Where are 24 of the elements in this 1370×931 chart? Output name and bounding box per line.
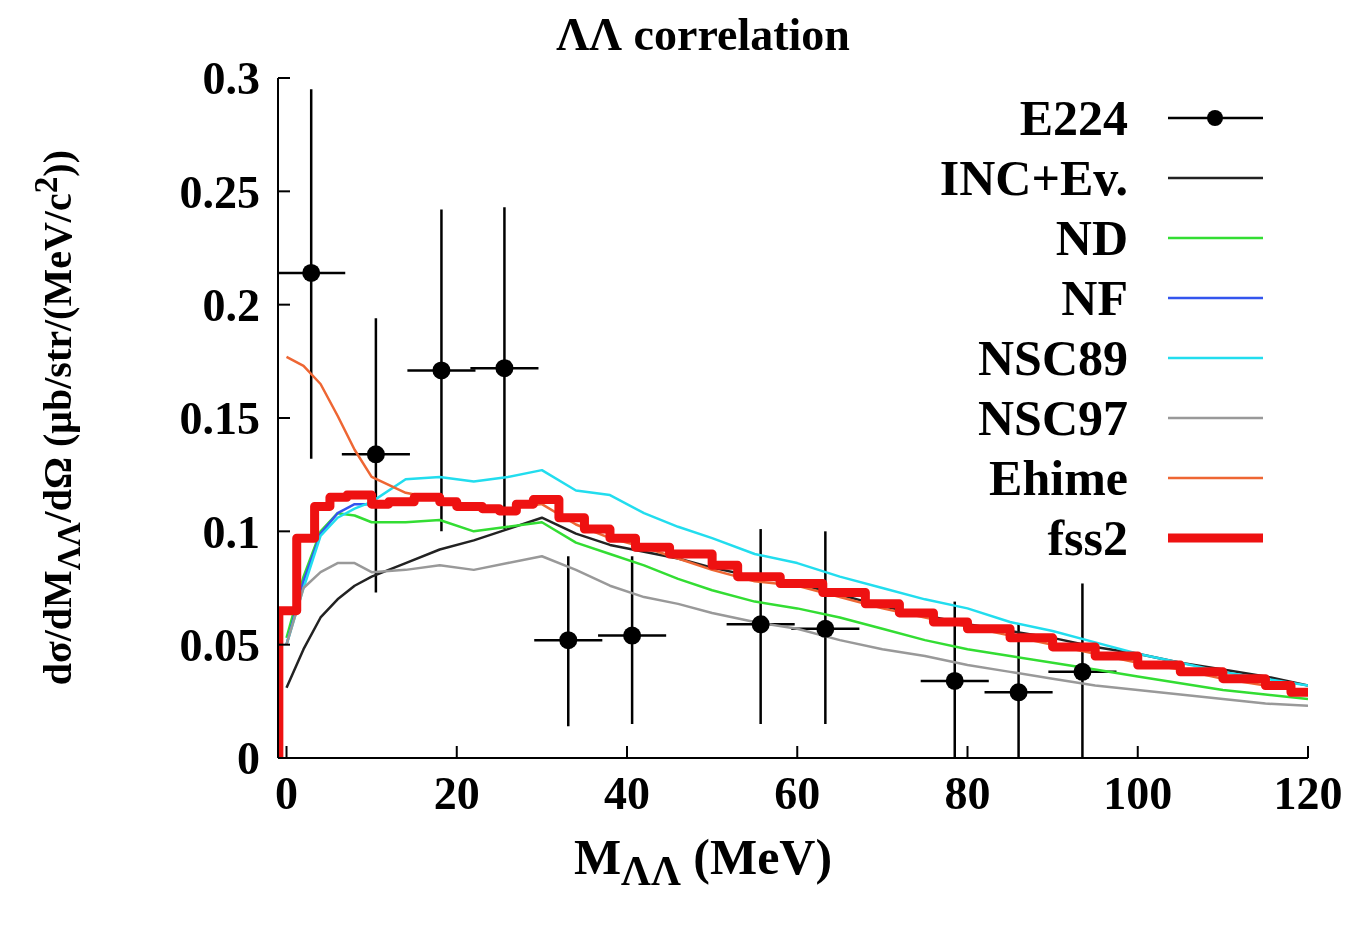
x-tick-label: 100 — [1103, 767, 1173, 819]
y-tick-label: 0 — [237, 733, 260, 785]
x-tick-label: 60 — [774, 767, 821, 819]
legend-label: ND — [1055, 209, 1128, 267]
x-tick-label: 120 — [1273, 767, 1343, 819]
x-tick-label: 40 — [604, 767, 651, 819]
y-tick-label: 0.15 — [179, 393, 260, 445]
y-tick-label: 0.3 — [202, 53, 260, 105]
legend-label: E224 — [1019, 89, 1128, 147]
legend-label: Ehime — [989, 449, 1128, 507]
y-tick-label: 0.2 — [202, 280, 260, 331]
y-tick-label: 0.1 — [202, 506, 260, 558]
chart-title: ΛΛ correlation — [556, 9, 850, 60]
legend-label: NSC89 — [977, 329, 1128, 387]
x-tick-label: 20 — [433, 767, 480, 819]
legend-label: INC+Ev. — [939, 149, 1128, 207]
legend-label: fss2 — [1047, 509, 1128, 567]
x-tick-label: 0 — [275, 767, 299, 819]
legend-label: NSC97 — [977, 389, 1128, 447]
y-tick-label: 0.25 — [179, 166, 260, 218]
x-axis-title: M$_{ΛΛ}$ (MeV) — [572, 828, 834, 895]
legend-label: NF — [1061, 269, 1128, 327]
y-tick-label: 0.05 — [179, 620, 260, 671]
x-tick-label: 80 — [944, 767, 991, 819]
